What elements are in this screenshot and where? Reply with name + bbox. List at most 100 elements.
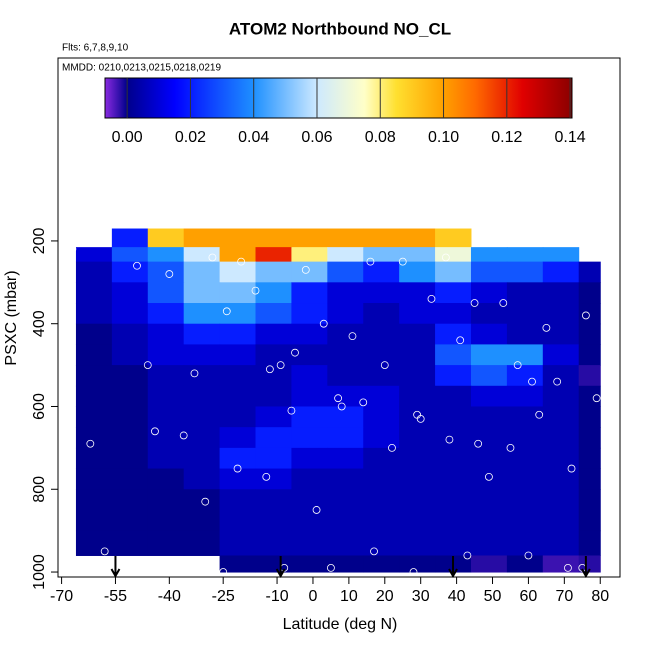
- heat-cell: [363, 385, 400, 407]
- heat-cell: [183, 261, 221, 283]
- heat-cell: [183, 282, 221, 304]
- heat-cell: [470, 385, 508, 407]
- heat-cell: [219, 385, 257, 407]
- heat-cell: [506, 447, 544, 470]
- heat-cell: [506, 323, 544, 345]
- sample-point: [301, 266, 310, 274]
- sample-point: [388, 443, 396, 452]
- heat-cell: [327, 406, 364, 428]
- heat-cell: [291, 323, 328, 345]
- sample-point: [359, 398, 368, 407]
- heat-cell: [147, 323, 185, 345]
- heat-cell: [470, 468, 508, 490]
- colorbar-tick-label: 0.06: [301, 129, 332, 146]
- heat-cell: [470, 261, 508, 283]
- heat-cell: [435, 228, 472, 248]
- heat-cell: [578, 261, 601, 283]
- heat-cell: [363, 247, 400, 263]
- heat-cell: [506, 406, 544, 428]
- sample-point: [233, 464, 242, 473]
- heat-cell: [435, 282, 472, 304]
- heat-cell: [435, 261, 472, 283]
- heat-cell: [399, 447, 436, 470]
- heat-cell: [219, 282, 257, 304]
- heat-cell: [75, 303, 113, 325]
- heat-cell: [111, 247, 149, 263]
- x-tick-label: 50: [484, 588, 502, 605]
- heat-cell: [255, 385, 292, 407]
- heat-cell: [578, 447, 601, 470]
- heat-cell: [470, 282, 508, 304]
- heat-cell: [327, 247, 364, 263]
- heat-cell: [291, 427, 328, 449]
- heat-cell: [147, 247, 185, 263]
- sample-point: [86, 439, 95, 448]
- heat-cell: [219, 489, 257, 532]
- heat-cell: [435, 468, 472, 490]
- heat-cell: [399, 365, 436, 387]
- heat-cell: [435, 489, 472, 532]
- plot-frame: [57, 57, 621, 578]
- heat-cell: [327, 385, 364, 407]
- heat-cell: [111, 489, 149, 532]
- heat-cell: [470, 555, 508, 573]
- heat-cell: [578, 303, 601, 325]
- sample-point: [262, 472, 271, 481]
- heat-cell: [147, 406, 185, 428]
- y-tick-label: 600: [31, 393, 48, 420]
- heat-cell: [75, 427, 113, 449]
- heat-cell: [291, 489, 328, 532]
- sample-point: [441, 253, 450, 262]
- heat-cell: [506, 303, 544, 325]
- heat-cell: [363, 489, 400, 532]
- heat-cell: [291, 247, 328, 263]
- heat-cell: [291, 406, 328, 428]
- heat-cell: [183, 344, 221, 366]
- x-tick-label: -55: [104, 588, 127, 605]
- heat-cell: [578, 406, 601, 428]
- sample-point: [427, 294, 436, 303]
- heat-cell: [219, 530, 257, 556]
- heat-cell: [542, 261, 580, 283]
- heat-cell: [111, 365, 149, 387]
- heat-cell: [255, 261, 292, 283]
- heat-cell: [542, 323, 580, 345]
- x-tick-label: -10: [265, 588, 288, 605]
- heat-cell: [578, 365, 601, 387]
- heat-cell: [399, 261, 436, 283]
- heat-cell: [363, 447, 400, 470]
- heat-cell: [183, 447, 221, 470]
- flight-arrow: [581, 556, 591, 579]
- heat-cell: [183, 427, 221, 449]
- heat-cell: [435, 530, 472, 556]
- heat-cell: [578, 427, 601, 449]
- heat-cell: [435, 406, 472, 428]
- heat-cell: [363, 555, 400, 573]
- heat-cell: [147, 365, 185, 387]
- heat-cell: [183, 406, 221, 428]
- heat-cell: [255, 427, 292, 449]
- heat-cell: [399, 344, 436, 366]
- heat-cell: [327, 261, 364, 283]
- sample-point: [265, 365, 274, 374]
- sample-point: [564, 563, 572, 572]
- sample-point: [222, 307, 231, 316]
- heat-cell: [183, 385, 221, 407]
- heat-cell: [578, 385, 601, 407]
- sample-point: [416, 414, 425, 423]
- heat-cell: [470, 323, 508, 345]
- heat-cell: [255, 303, 292, 325]
- sample-point: [409, 568, 418, 576]
- heat-cell: [219, 447, 257, 470]
- heat-cell: [147, 530, 185, 556]
- heat-cell: [399, 282, 436, 304]
- sample-point: [93, 237, 102, 245]
- heat-cell: [506, 365, 544, 387]
- heat-cell: [291, 468, 328, 490]
- heat-cell: [147, 427, 185, 449]
- heat-cell: [75, 385, 113, 407]
- heat-cell: [399, 468, 436, 490]
- colorbar-tick-label: 0.00: [112, 129, 143, 146]
- heat-cell: [363, 365, 400, 387]
